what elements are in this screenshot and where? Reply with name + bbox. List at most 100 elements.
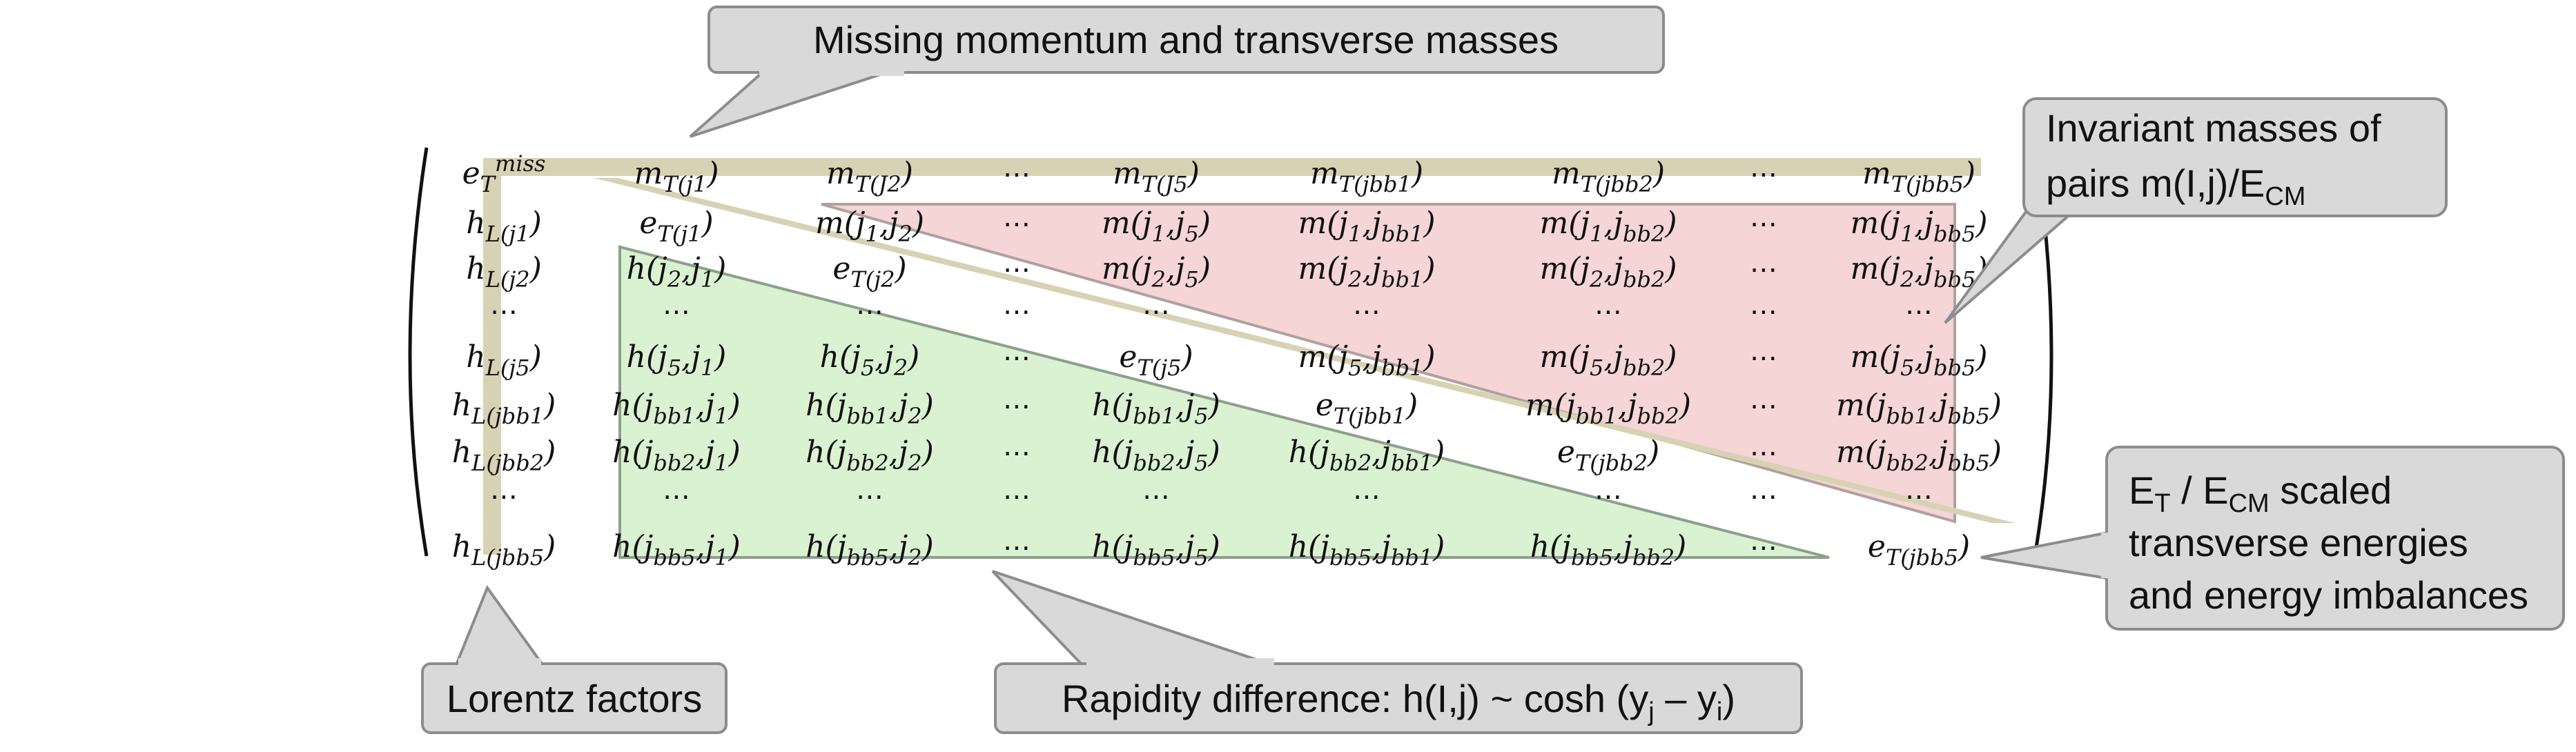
matrix-cell-r2-c2: eT(j2)	[832, 251, 906, 293]
matrix-cell-r1-c5: m(j1,jbb1)	[1298, 206, 1435, 247]
svg-text:pairs m(I,j)/ECM: pairs m(I,j)/ECM	[2046, 161, 2305, 211]
matrix-cell-r6-c1: h(jbb2,j1)	[612, 435, 741, 476]
matrix-cell-r6-c3: ⋯	[1003, 437, 1031, 469]
svg-text:Rapidity difference: h(I,j) ~: Rapidity difference: h(I,j) ~ cosh (yj –…	[1062, 677, 1735, 726]
matrix-cell-r5-c5: eT(jbb1)	[1316, 388, 1418, 429]
matrix-cell-r6-c7: ⋯	[1750, 437, 1777, 469]
matrix-cell-r4-c5: m(j5,jbb1)	[1298, 339, 1435, 381]
matrix-cell-r8-c6: h(jbb5,jbb2)	[1530, 529, 1687, 571]
matrix-cell-r1-c1: eT(j1)	[639, 206, 713, 247]
matrix-cell-r5-c1: h(jbb1,j1)	[612, 388, 741, 429]
matrix-cell-r5-c6: m(jbb1,jbb2)	[1525, 388, 1691, 429]
matrix-cell-r8-c7: ⋯	[1750, 532, 1777, 564]
matrix-cell-r6-c2: h(jbb2,j2)	[806, 435, 934, 476]
matrix-cell-r3-c2: ⋯	[856, 296, 884, 328]
matrix-cell-r5-c8: m(jbb1,jbb5)	[1836, 388, 2002, 429]
matrix-cell-r7-c8: ⋯	[1905, 481, 1933, 513]
matrix-cell-r1-c7: ⋯	[1750, 208, 1777, 240]
matrix-cell-r1-c8: m(j1,jbb5)	[1850, 206, 1987, 247]
matrix-cell-r4-c4: eT(j5)	[1119, 339, 1193, 381]
callout-missing-text: Missing momentum and transverse masses	[813, 18, 1559, 61]
matrix-cell-r7-c1: ⋯	[663, 481, 690, 513]
callout-rapidity-sub-i: i	[1717, 697, 1722, 726]
left-bracket	[408, 147, 429, 557]
callout-et-sub2: CM	[2229, 489, 2270, 518]
matrix-cell-r7-c2: ⋯	[856, 481, 884, 513]
matrix-cell-r0-c8: mT(jbb5)	[1862, 156, 1975, 197]
matrix-cell-r3-c0: ⋯	[490, 296, 518, 328]
matrix-cell-r1-c4: m(j1,j5)	[1102, 206, 1211, 247]
matrix-cell-r5-c0: hL(jbb1)	[452, 388, 556, 429]
callout-invariant-line1: Invariant masses of	[2046, 106, 2381, 150]
matrix-cell-r7-c7: ⋯	[1750, 481, 1777, 513]
matrix-cell-r3-c6: ⋯	[1594, 296, 1622, 328]
matrix-cell-r6-c4: h(jbb2,j5)	[1092, 435, 1220, 476]
matrix-cell-r8-c1: h(jbb5,j1)	[612, 529, 741, 571]
matrix-cell-r2-c3: ⋯	[1003, 254, 1031, 286]
matrix-cell-r2-c0: hL(j2)	[466, 251, 542, 293]
callout-invariant-sub: CM	[2265, 182, 2305, 211]
matrix-cell-r3-c4: ⋯	[1142, 296, 1170, 328]
matrix-cell-r7-c5: ⋯	[1353, 481, 1380, 513]
diagonal-band	[594, 178, 2016, 523]
matrix-cell-r4-c7: ⋯	[1750, 342, 1777, 374]
callout-rapidity-mid: – y	[1655, 677, 1717, 720]
matrix-cell-r0-c4: mT(J5)	[1113, 156, 1200, 197]
matrix-cell-r1-c3: ⋯	[1003, 208, 1031, 240]
matrix-cell-r2-c1: h(j2,j1)	[627, 251, 727, 293]
matrix-cell-r2-c6: m(j2,jbb2)	[1539, 251, 1677, 293]
matrix-cell-r1-c6: m(j1,jbb2)	[1539, 206, 1677, 247]
matrix-cell-r0-c5: mT(jbb1)	[1310, 156, 1423, 197]
matrix-cell-r8-c4: h(jbb5,j5)	[1092, 529, 1220, 571]
matrix-cell-r4-c2: h(j5,j2)	[820, 339, 920, 381]
matrix-cell-r2-c5: m(j2,jbb1)	[1298, 251, 1435, 293]
matrix-cell-r7-c4: ⋯	[1142, 481, 1170, 513]
matrix-cell-r1-c2: m(j1,j2)	[815, 206, 924, 247]
matrix-cell-r6-c5: h(jbb2,jbb1)	[1289, 435, 1445, 476]
matrix-cell-r4-c0: hL(j5)	[466, 339, 542, 381]
matrix-cell-r7-c3: ⋯	[1003, 481, 1031, 513]
rapidity-region	[618, 245, 1830, 559]
callout-lorentz-text: Lorentz factors	[447, 677, 702, 720]
callout-transverse-energies: ET / ECM scaled transverse energies and …	[1980, 446, 2565, 631]
lorentz-band	[483, 158, 501, 555]
callout-rapidity-pre: Rapidity difference: h(I,j) ~ cosh (y	[1062, 677, 1648, 720]
matrix-cell-r5-c2: h(jbb1,j2)	[806, 388, 934, 429]
matrix-cell-r2-c4: m(j2,j5)	[1102, 251, 1211, 293]
callout-rapidity-post: )	[1722, 677, 1735, 720]
matrix-cell-r5-c3: ⋯	[1003, 390, 1031, 422]
matrix-cell-r1-c0: hL(j1)	[466, 206, 542, 247]
matrix-cell-r4-c6: m(j5,jbb2)	[1539, 339, 1677, 381]
matrix-cell-r5-c4: h(jbb1,j5)	[1092, 388, 1220, 429]
matrix-cell-r2-c7: ⋯	[1750, 254, 1777, 286]
callout-et-sub1: T	[2154, 489, 2170, 518]
matrix-cell-r3-c7: ⋯	[1750, 296, 1777, 328]
matrix-cell-r3-c5: ⋯	[1353, 296, 1380, 328]
matrix-cell-r0-c3: ⋯	[1003, 159, 1031, 190]
matrix-cell-r4-c1: h(j5,j1)	[627, 339, 727, 381]
matrix-cell-r6-c8: m(jbb2,jbb5)	[1836, 435, 2002, 476]
matrix-cell-r6-c0: hL(jbb2)	[452, 435, 556, 476]
callout-missing-momentum: Missing momentum and transverse masses	[689, 6, 1665, 138]
matrix-cell-r0-c0: eTmiss	[462, 150, 546, 197]
matrix-cell-r8-c8: eT(jbb5)	[1868, 529, 1970, 571]
callout-invariant-line2: pairs m(I,j)/E	[2046, 161, 2265, 205]
matrix-cell-r4-c3: ⋯	[1003, 342, 1031, 374]
matrix-cell-r0-c6: mT(jbb2)	[1552, 156, 1665, 197]
matrix-cell-r3-c3: ⋯	[1003, 296, 1031, 328]
callout-lorentz: Lorentz factors	[421, 584, 728, 734]
matrix-cell-r8-c0: hL(jbb5)	[452, 529, 556, 571]
callout-et-rest: scaled	[2270, 468, 2392, 512]
callout-et-mid: / E	[2171, 468, 2229, 512]
callout-rapidity: Rapidity difference: h(I,j) ~ cosh (yj –…	[991, 570, 1803, 734]
matrix-cell-r0-c7: ⋯	[1750, 159, 1777, 190]
matrix-cell-r3-c8: ⋯	[1905, 296, 1933, 328]
callout-et-line3: and energy imbalances	[2129, 573, 2528, 617]
matrix-cell-r0-c2: mT(J2)	[826, 156, 913, 197]
matrix-cell-r8-c5: h(jbb5,jbb1)	[1289, 529, 1445, 571]
callout-et-main: E	[2129, 468, 2154, 512]
matrix-cell-r4-c8: m(j5,jbb5)	[1850, 339, 1987, 381]
matrix-cell-r3-c1: ⋯	[663, 296, 690, 328]
callout-invariant-masses: Invariant masses of pairs m(I,j)/ECM	[1944, 97, 2448, 324]
